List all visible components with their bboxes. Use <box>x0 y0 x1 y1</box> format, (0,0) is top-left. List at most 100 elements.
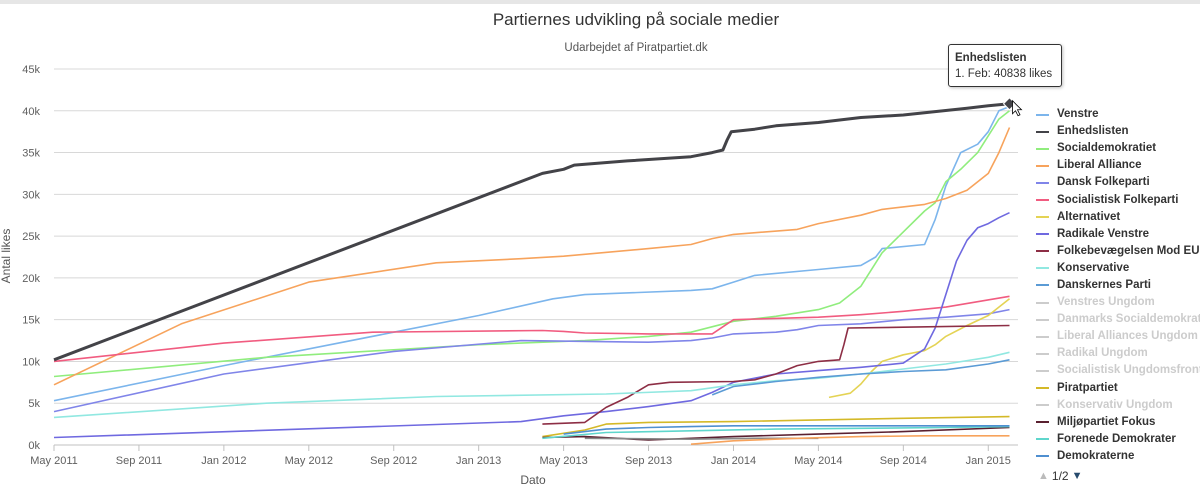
x-tick-label: May 2013 <box>539 455 587 467</box>
legend-item[interactable]: Danmarks Socialdemokrat <box>1036 311 1200 328</box>
legend-label: Venstres Ungdom <box>1057 296 1155 309</box>
legend-label: Socialdemokratiet <box>1057 142 1157 155</box>
series-lines <box>53 102 1011 445</box>
series-line <box>53 295 1010 363</box>
legend-label: Danmarks Socialdemokrat <box>1057 313 1200 326</box>
legend-swatch <box>1036 438 1049 441</box>
tooltip-body: 1. Feb: 40838 likes <box>955 68 1053 80</box>
legend-item[interactable]: Venstres Ungdom <box>1036 294 1200 311</box>
legend-item[interactable]: Forenede Demokrater <box>1036 431 1200 448</box>
series-line <box>53 127 1011 386</box>
legend-label: Forenede Demokrater <box>1057 432 1176 445</box>
legend-pager: ▲ 1/2 ▼ <box>1038 469 1082 483</box>
legend-swatch <box>1036 352 1049 355</box>
legend-item[interactable]: Venstre <box>1036 106 1200 123</box>
y-tick-label: 35k <box>22 148 40 160</box>
legend-next-arrow-icon[interactable]: ▼ <box>1071 470 1083 482</box>
legend-swatch <box>1036 199 1049 202</box>
legend-item[interactable]: Socialistisk Folkeparti <box>1036 191 1200 208</box>
y-tick-label: 5k <box>28 398 40 410</box>
y-tick-label: 10k <box>22 356 40 368</box>
legend-label: Konservativ Ungdom <box>1057 398 1173 411</box>
legend-item[interactable]: Dansk Folkeparti <box>1036 174 1200 191</box>
x-tick-label: Jan 2014 <box>711 455 756 467</box>
x-tick-label: Sep 2011 <box>116 455 162 467</box>
legend-item[interactable]: Demokraterne <box>1036 448 1200 465</box>
legend-item[interactable]: Folkebevægelsen Mod EU <box>1036 243 1200 260</box>
legend-item[interactable]: Enhedslisten <box>1036 123 1200 140</box>
legend-label: Konservative <box>1057 261 1130 274</box>
y-axis-title: Antal likes <box>0 229 13 284</box>
legend-swatch <box>1036 421 1049 424</box>
legend-label: Danskernes Parti <box>1057 278 1151 291</box>
legend-swatch <box>1036 404 1049 407</box>
legend-label: Liberal Alliances Ungdom <box>1057 330 1198 343</box>
y-tick-label: 25k <box>22 231 40 243</box>
y-tick-labels: 0k 5k 10k 15k 20k 25k 30k 35k 40k 45k <box>22 64 40 452</box>
legend-label: Liberal Alliance <box>1057 159 1142 172</box>
x-tick-label: Sep 2013 <box>625 455 672 467</box>
legend-label: Venstre <box>1057 108 1099 121</box>
legend-item[interactable]: Alternativet <box>1036 209 1200 226</box>
legend-swatch <box>1036 335 1049 338</box>
y-tick-label: 15k <box>22 315 40 327</box>
legend-swatch <box>1036 369 1049 372</box>
y-tick-label: 20k <box>22 273 40 285</box>
legend-item[interactable]: Socialistisk Ungdomsfront <box>1036 362 1200 379</box>
legend-page-label: 1/2 <box>1051 469 1069 483</box>
series-line <box>563 425 1010 435</box>
legend-swatch <box>1036 113 1049 116</box>
x-tick-label: Jan 2012 <box>201 455 246 467</box>
series-line <box>690 435 1010 445</box>
legend-item[interactable]: Radikale Venstre <box>1036 226 1200 243</box>
x-tick-label: Jan 2013 <box>456 455 501 467</box>
series-line <box>53 110 1010 378</box>
chart-subtitle: Udarbejdet af Piratpartiet.dk <box>564 42 707 54</box>
x-tick-labels: May 2011 Sep 2011 Jan 2012 May 2012 Sep 2012… <box>30 455 1011 467</box>
series-line <box>53 308 1010 413</box>
x-tick-label: May 2012 <box>285 455 333 467</box>
tooltip-title: Enhedslisten <box>955 52 1027 64</box>
y-tick-label: 45k <box>22 64 40 76</box>
legend-swatch <box>1036 130 1049 133</box>
legend-item[interactable]: Piratpartiet <box>1036 380 1200 397</box>
x-tick-label: May 2011 <box>30 455 78 467</box>
legend: Venstre Enhedslisten Socialdemokratiet Libe… <box>1036 106 1200 465</box>
chart-title: Partiernes udvikling på sociale medier <box>493 10 780 29</box>
legend-swatch <box>1036 164 1049 167</box>
legend-item[interactable]: Konservativ Ungdom <box>1036 397 1200 414</box>
legend-item[interactable]: Liberal Alliance <box>1036 157 1200 174</box>
y-tick-label: 30k <box>22 189 40 201</box>
legend-label: Demokraterne <box>1057 449 1135 462</box>
legend-swatch <box>1036 147 1049 150</box>
legend-item[interactable]: Danskernes Parti <box>1036 277 1200 294</box>
legend-item[interactable]: Konservative <box>1036 260 1200 277</box>
cursor-icon <box>1012 99 1023 117</box>
x-tick-label: Jan 2015 <box>966 455 1011 467</box>
legend-item[interactable]: Liberal Alliances Ungdom <box>1036 328 1200 345</box>
legend-swatch <box>1036 455 1049 458</box>
legend-swatch <box>1036 284 1049 287</box>
x-tick-label: Sep 2014 <box>880 455 927 467</box>
legend-swatch <box>1036 181 1049 184</box>
series-line <box>542 324 1010 425</box>
x-tick-label: May 2014 <box>794 455 842 467</box>
x-tick-label: Sep 2012 <box>370 455 417 467</box>
grid-lines <box>53 68 1018 451</box>
legend-swatch <box>1036 301 1049 304</box>
legend-item[interactable]: Socialdemokratiet <box>1036 140 1200 157</box>
series-line <box>542 426 1010 441</box>
legend-label: Socialistisk Folkeparti <box>1057 193 1179 206</box>
top-border <box>0 0 1200 4</box>
legend-label: Piratpartiet <box>1057 381 1118 394</box>
legend-label: Radikal Ungdom <box>1057 347 1148 360</box>
legend-item[interactable]: Miljøpartiet Fokus <box>1036 414 1200 431</box>
legend-swatch <box>1036 267 1049 270</box>
legend-prev-arrow-icon[interactable]: ▲ <box>1038 470 1049 482</box>
markers <box>1002 97 1023 117</box>
series-line <box>542 425 1010 440</box>
legend-swatch <box>1036 387 1049 390</box>
legend-item[interactable]: Radikal Ungdom <box>1036 345 1200 362</box>
legend-label: Alternativet <box>1057 210 1121 223</box>
